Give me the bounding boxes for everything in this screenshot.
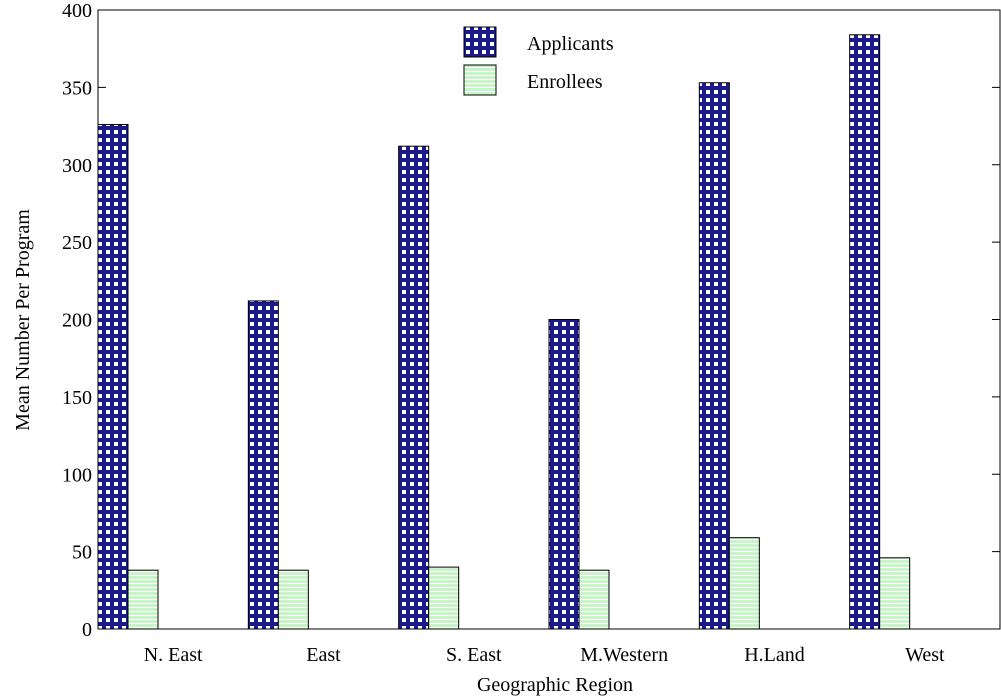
y-tick-label: 200: [62, 310, 92, 332]
bar-applicants-0: [97, 124, 129, 630]
legend-label-enrollees: Enrollees: [527, 71, 603, 93]
x-axis-title: Geographic Region: [477, 674, 633, 696]
bar-applicants-5: [849, 34, 881, 630]
x-tick-label: East: [306, 644, 341, 666]
legend: Applicants Enrollees: [463, 26, 614, 96]
y-axis-title: Mean Number Per Program: [12, 209, 34, 431]
bar-enrollees-4: [728, 537, 760, 630]
bar-applicants-1: [247, 300, 279, 630]
legend-swatch-enrollees: [463, 64, 497, 96]
y-tick-label: 250: [62, 232, 92, 254]
legend-label-applicants: Applicants: [527, 33, 614, 55]
y-tick-label: 100: [62, 464, 92, 486]
bars-group: [97, 34, 911, 630]
bar-enrollees-2: [428, 566, 460, 630]
y-tick-label: 400: [62, 0, 92, 22]
bar-applicants-2: [398, 145, 430, 630]
y-tick-label: 0: [82, 619, 92, 641]
x-tick-label: N. East: [144, 644, 203, 666]
bar-enrollees-0: [127, 569, 159, 630]
bar-enrollees-3: [578, 569, 610, 630]
legend-swatch-applicants: [463, 26, 497, 58]
y-tick-label: 150: [62, 387, 92, 409]
x-tick-label: West: [905, 644, 945, 666]
x-tick-label: M.Western: [580, 644, 668, 666]
bar-enrollees-5: [879, 557, 911, 630]
bar-enrollees-1: [277, 569, 309, 630]
y-tick-label: 300: [62, 155, 92, 177]
bar-applicants-4: [698, 82, 730, 630]
x-axis-tick-labels: N. East East S. East M.Western H.Land West: [144, 644, 945, 666]
y-tick-label: 350: [62, 77, 92, 99]
x-tick-label: H.Land: [744, 644, 805, 666]
x-tick-label: S. East: [446, 644, 502, 666]
y-tick-label: 50: [72, 542, 92, 564]
bar-applicants-3: [548, 319, 580, 630]
